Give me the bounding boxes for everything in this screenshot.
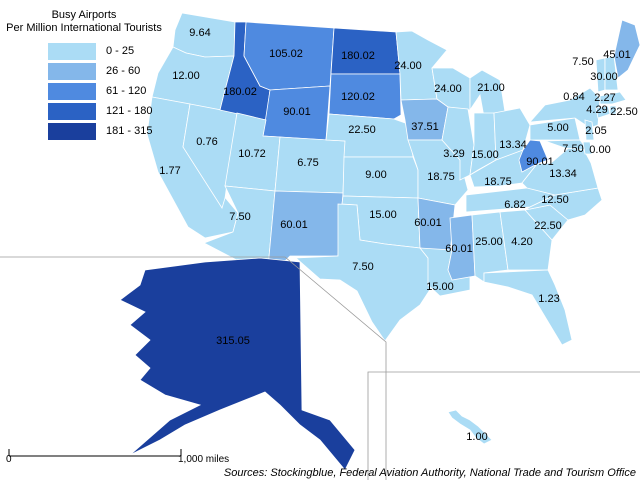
value-label-delaware: 0.00 [589, 144, 610, 156]
value-label-iowa: 37.51 [411, 121, 439, 133]
legend-label: 121 - 180 [106, 105, 153, 117]
state-illinois [441, 106, 475, 181]
scale-bar-line [8, 449, 182, 457]
value-label-north-dakota: 180.02 [341, 50, 375, 62]
value-label-south-dakota: 120.02 [341, 91, 375, 103]
state-new-jersey [584, 119, 595, 141]
value-label-missouri: 18.75 [427, 171, 455, 183]
state-value-labels: 9.64 12.00 1.77 0.76 180.02 105.02 90.01 10.72 7… [159, 27, 637, 443]
scale-start-label: 0 [6, 454, 12, 465]
value-label-wyoming: 90.01 [283, 106, 311, 118]
value-label-washington: 9.64 [189, 27, 210, 39]
value-label-florida: 1.23 [538, 293, 559, 305]
value-label-minnesota: 24.00 [394, 60, 422, 72]
value-label-georgia: 4.20 [511, 236, 532, 248]
state-new-hampshire [604, 55, 619, 91]
legend-swatch [48, 83, 96, 100]
legend-label: 26 - 60 [106, 65, 141, 77]
state-maine [613, 19, 640, 79]
value-label-colorado: 6.75 [297, 157, 318, 169]
state-delaware [582, 141, 593, 155]
value-label-kansas: 9.00 [365, 169, 386, 181]
value-label-maryland: 7.50 [562, 143, 583, 155]
state-rhode-island [609, 105, 617, 115]
value-label-alabama: 25.00 [475, 236, 503, 248]
value-label-virginia: 13.34 [549, 168, 577, 180]
state-florida [483, 269, 573, 346]
value-label-kentucky: 18.75 [484, 176, 512, 188]
value-label-louisiana: 15.00 [426, 281, 454, 293]
value-label-ohio: 13.34 [499, 139, 527, 151]
value-label-nebraska: 22.50 [348, 124, 376, 136]
value-label-north-carolina: 12.50 [541, 194, 569, 206]
value-label-maine: 45.01 [603, 49, 631, 61]
value-label-california: 1.77 [159, 165, 180, 177]
value-label-massachusetts: 2.27 [594, 92, 615, 104]
state-georgia [499, 209, 553, 271]
value-label-new-mexico: 60.01 [280, 219, 308, 231]
value-label-new-jersey: 2.05 [585, 125, 606, 137]
value-label-montana: 105.02 [269, 48, 303, 60]
legend-title-line2: Per Million International Tourists [6, 22, 162, 34]
state-hawaii [447, 409, 493, 445]
value-label-michigan: 21.00 [477, 82, 505, 94]
alaska-inset-frame [0, 256, 387, 480]
value-label-alaska: 315.05 [216, 335, 250, 347]
state-south-dakota [328, 73, 402, 120]
state-virginia [521, 145, 599, 196]
value-label-connecticut: 4.29 [586, 104, 607, 116]
state-massachusetts [599, 91, 627, 105]
value-label-wisconsin: 24.00 [434, 83, 462, 95]
state-alaska [119, 257, 356, 471]
value-label-texas: 7.50 [352, 261, 373, 273]
legend-swatch [48, 103, 96, 120]
sources-note: Sources: Stockingblue, Federal Aviation … [223, 467, 636, 479]
legend-label: 181 - 315 [106, 125, 153, 137]
legend-swatch [48, 123, 96, 140]
value-label-idaho: 180.02 [223, 86, 257, 98]
state-texas [294, 203, 434, 342]
value-label-arizona: 7.50 [229, 211, 250, 223]
legend-label: 0 - 25 [106, 45, 135, 57]
legend-swatch [48, 63, 96, 80]
value-label-mississippi: 60.01 [445, 243, 473, 255]
state-iowa [400, 98, 449, 141]
value-label-new-hampshire: 30.00 [590, 71, 618, 83]
value-label-rhode-island: 22.50 [610, 106, 638, 118]
value-label-hawaii: 1.00 [466, 431, 487, 443]
legend-swatch [48, 43, 96, 60]
legend-title-line1: Busy Airports [51, 9, 117, 21]
value-label-oregon: 12.00 [172, 70, 200, 82]
hawaii-inset-frame [367, 371, 640, 480]
value-label-south-carolina: 22.50 [534, 220, 562, 232]
value-label-arkansas: 60.01 [414, 217, 442, 229]
value-label-oklahoma: 15.00 [369, 209, 397, 221]
value-label-new-york: 0.84 [563, 91, 584, 103]
value-label-nevada: 0.76 [196, 136, 217, 148]
value-label-west-virginia: 90.01 [526, 156, 554, 168]
value-label-pennsylvania: 5.00 [547, 122, 568, 134]
legend-label: 61 - 120 [106, 85, 147, 97]
value-label-illinois: 3.29 [443, 148, 464, 160]
value-label-indiana: 15.00 [471, 149, 499, 161]
state-shapes [119, 12, 640, 471]
value-label-vermont: 7.50 [572, 56, 593, 68]
value-label-tennessee: 6.82 [504, 199, 525, 211]
inset-frames [0, 256, 640, 480]
value-label-utah: 10.72 [238, 148, 266, 160]
scale-end-label: 1,000 miles [178, 454, 230, 465]
